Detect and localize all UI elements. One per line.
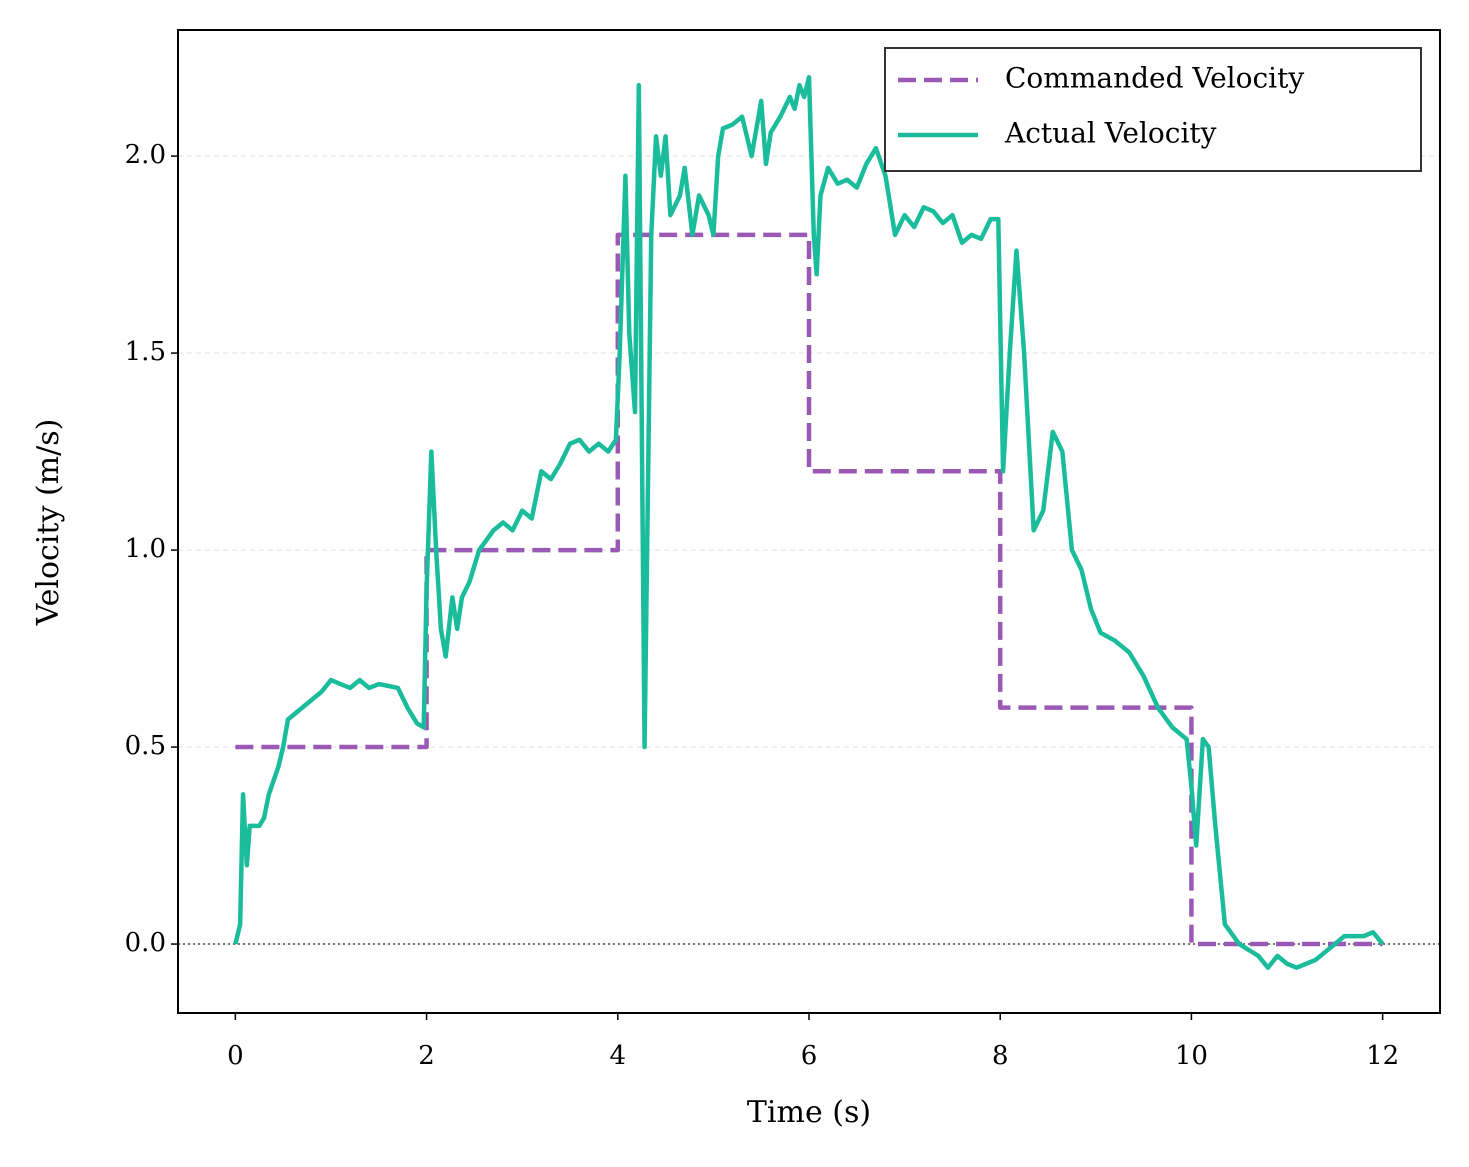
series-line <box>235 232 1383 947</box>
x-tick-label: 4 <box>610 1041 627 1071</box>
legend-label: Commanded Velocity <box>1005 62 1304 95</box>
y-tick-label: 0.5 <box>125 731 166 761</box>
y-tick-label: 0.0 <box>125 928 166 958</box>
legend-label: Actual Velocity <box>1004 117 1217 150</box>
x-tick-label: 12 <box>1366 1041 1399 1071</box>
x-tick-label: 0 <box>227 1041 244 1071</box>
y-tick-label: 1.0 <box>125 534 166 564</box>
series-line <box>233 75 1385 970</box>
x-tick-label: 2 <box>418 1041 435 1071</box>
y-tick-label: 1.5 <box>125 337 166 367</box>
x-axis-label: Time (s) <box>747 1095 871 1130</box>
plot-frame <box>177 29 1441 1014</box>
x-tick-label: 10 <box>1175 1041 1208 1071</box>
y-axis-label: Velocity (m/s) <box>31 419 66 627</box>
legend-box <box>884 47 1422 172</box>
x-tick-label: 8 <box>992 1041 1009 1071</box>
x-tick-label: 6 <box>801 1041 818 1071</box>
y-tick-label: 2.0 <box>125 140 166 170</box>
